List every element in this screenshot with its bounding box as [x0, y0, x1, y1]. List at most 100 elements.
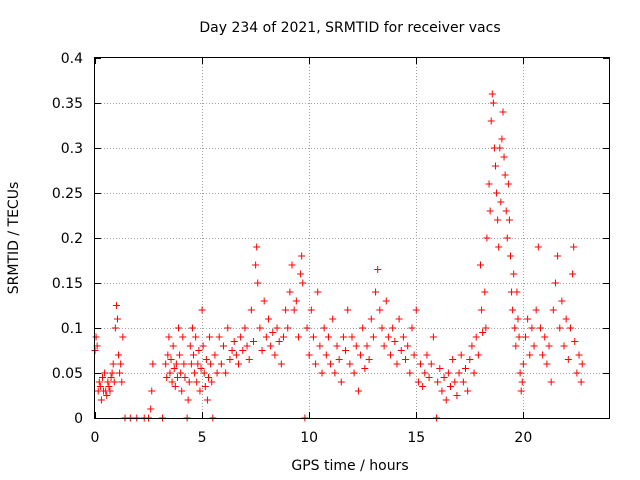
data-point — [350, 369, 358, 377]
data-point — [344, 306, 352, 314]
data-point — [554, 252, 562, 260]
data-point — [489, 99, 497, 107]
data-point — [207, 360, 215, 368]
data-point — [173, 374, 181, 381]
data-point — [536, 324, 544, 332]
data-points — [91, 90, 586, 422]
data-point — [170, 365, 178, 372]
data-point — [545, 342, 553, 350]
data-point — [201, 383, 209, 390]
data-point — [459, 378, 467, 386]
data-point — [472, 333, 480, 341]
data-point — [282, 306, 290, 314]
data-point — [307, 306, 315, 314]
data-point — [188, 324, 196, 332]
data-point — [514, 315, 522, 323]
data-point — [491, 162, 499, 170]
data-point — [298, 252, 306, 260]
data-point — [447, 383, 455, 390]
data-point — [286, 288, 294, 296]
data-point — [237, 333, 245, 341]
data-point — [103, 392, 111, 399]
data-point — [524, 315, 532, 323]
data-point — [262, 333, 270, 341]
data-point — [389, 324, 397, 332]
data-point — [203, 396, 211, 404]
data-point — [117, 360, 125, 368]
data-point — [481, 288, 489, 296]
x-tick-label: 0 — [91, 430, 100, 446]
data-point — [367, 315, 375, 323]
data-point — [206, 333, 214, 341]
data-point — [518, 378, 526, 386]
data-point — [487, 117, 495, 125]
data-point — [412, 306, 420, 314]
data-point — [213, 369, 221, 377]
data-point — [320, 324, 328, 332]
data-point — [305, 351, 313, 359]
data-point — [196, 387, 204, 395]
chart-title: Day 234 of 2021, SRMTID for receiver vac… — [199, 20, 500, 36]
data-point — [504, 180, 512, 188]
data-point — [324, 333, 332, 341]
data-point — [329, 315, 337, 323]
data-point — [486, 207, 494, 215]
data-point — [421, 369, 429, 377]
data-point — [107, 374, 115, 381]
data-point — [194, 360, 202, 368]
y-tick-label: 0.35 — [52, 96, 83, 112]
data-point — [558, 297, 566, 305]
axis-ticks — [95, 58, 609, 419]
data-point — [528, 324, 536, 332]
data-point — [198, 306, 206, 314]
data-point — [462, 365, 470, 372]
data-point — [464, 387, 472, 395]
data-point — [470, 369, 478, 377]
data-point — [166, 369, 174, 377]
data-point — [271, 351, 279, 359]
data-point — [316, 342, 324, 350]
data-point — [503, 234, 511, 242]
data-point — [109, 360, 117, 368]
data-point — [427, 360, 435, 368]
data-point — [485, 180, 493, 188]
data-point — [179, 333, 187, 341]
data-point — [119, 333, 127, 341]
data-point — [556, 324, 564, 332]
data-point — [202, 356, 210, 363]
y-tick-label: 0.2 — [61, 231, 83, 247]
data-point — [224, 324, 232, 332]
data-point — [149, 360, 157, 368]
data-point — [562, 315, 570, 323]
data-point — [493, 189, 501, 197]
data-point — [404, 342, 412, 350]
y-tick-label: 0.25 — [52, 186, 83, 202]
data-point — [551, 279, 559, 287]
data-point — [111, 324, 119, 332]
data-point — [497, 198, 505, 206]
data-point — [408, 324, 416, 332]
data-point — [429, 333, 437, 341]
data-point — [108, 369, 116, 377]
data-point — [453, 392, 461, 399]
y-tick-labels: 0 0.05 0.1 0.15 0.2 0.25 0.3 0.35 0.4 — [52, 51, 83, 427]
data-point — [299, 279, 307, 287]
data-point — [521, 333, 529, 341]
data-point — [534, 243, 542, 251]
data-point — [217, 360, 225, 368]
data-point — [197, 365, 205, 372]
data-point — [309, 333, 317, 341]
data-point — [372, 288, 380, 296]
data-point — [348, 333, 356, 341]
data-point — [444, 369, 452, 377]
data-point — [222, 369, 230, 377]
data-point — [498, 135, 506, 143]
data-point — [516, 369, 524, 377]
data-point — [171, 383, 179, 390]
data-point — [566, 324, 574, 332]
data-point — [526, 351, 534, 359]
data-point — [397, 347, 405, 354]
data-point — [165, 333, 173, 341]
